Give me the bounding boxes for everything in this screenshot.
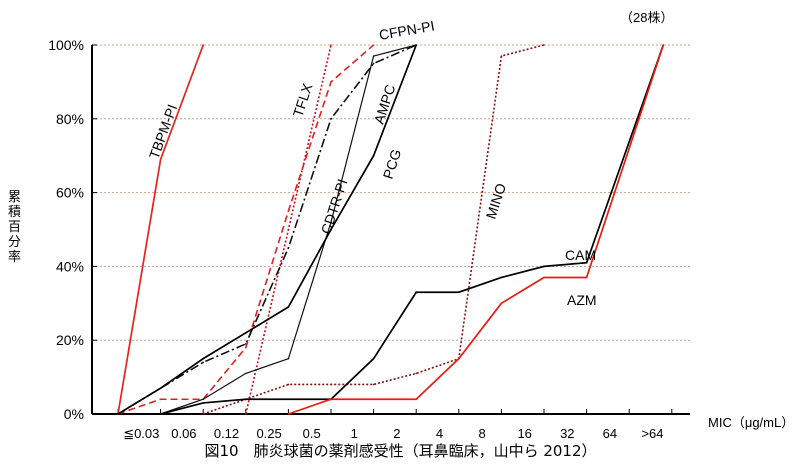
data-point-ampc — [245, 343, 247, 345]
data-point-cam — [458, 291, 460, 294]
series-label-cam: CAM — [565, 247, 596, 263]
data-point-pcg — [245, 332, 247, 334]
data-point-tflx — [245, 413, 247, 415]
data-point-pcg — [287, 306, 290, 308]
data-point-azm — [415, 398, 418, 401]
x-tick-label: ≦0.03 — [123, 426, 159, 441]
data-point-azm — [585, 276, 588, 279]
series-line-tbpm-pi — [117, 44, 204, 415]
x-tick-label: 8 — [478, 426, 485, 441]
data-point-azm — [662, 44, 665, 46]
data-point-cdtr-pi — [330, 221, 332, 223]
series-line-pcg — [117, 44, 417, 415]
data-point-cfpn-pi — [287, 210, 290, 212]
x-tick-label: >64 — [641, 426, 663, 441]
data-point-pcg — [117, 413, 119, 415]
series-line-cfpn-pi — [117, 44, 375, 415]
data-point-pcg — [372, 154, 375, 157]
data-point-pcg — [330, 228, 332, 231]
data-point-azm — [458, 357, 460, 360]
x-tick-label: 0.12 — [214, 426, 239, 441]
data-point-azm — [500, 302, 503, 305]
data-point-cam — [500, 276, 503, 279]
x-tick-label: 0.25 — [256, 426, 281, 441]
data-point-cam — [372, 357, 375, 360]
data-point-mino — [372, 383, 375, 386]
series-label-tflx: TFLX — [290, 81, 316, 119]
series-line-cam — [160, 44, 665, 415]
data-point-ampc — [372, 62, 375, 65]
x-tick-label: 0.5 — [303, 426, 321, 441]
series-label-pcg: PCG — [380, 147, 405, 181]
series-label-mino: MINO — [483, 181, 510, 221]
series-line-mino — [202, 44, 545, 415]
series-label-azm: AZM — [567, 292, 597, 308]
series-label-tbpm-pi: TBPM-PI — [146, 102, 180, 161]
data-point-mino — [500, 55, 503, 57]
figure-caption: 図10 肺炎球菌の薬剤感受性（耳鼻臨床，山中ら 2012） — [204, 442, 597, 460]
data-point-cfpn-pi — [245, 346, 247, 349]
y-tick-label: 20% — [56, 332, 84, 348]
y-tick-label: 80% — [56, 111, 84, 127]
y-axis-label: 累積百分率 — [8, 190, 22, 265]
data-point-cdtr-pi — [202, 398, 204, 401]
x-tick-label: 64 — [603, 426, 617, 441]
y-tick-label: 60% — [56, 185, 84, 201]
x-tick-label: 16 — [517, 426, 531, 441]
data-point-mino — [287, 383, 290, 386]
data-point-cdtr-pi — [287, 357, 290, 360]
data-point-pcg — [159, 387, 162, 389]
data-point-cdtr-pi — [372, 55, 375, 57]
x-tick-label: 32 — [560, 426, 574, 441]
data-point-cam — [585, 261, 588, 264]
data-point-cam — [543, 265, 545, 268]
data-point-cam — [287, 398, 290, 401]
data-point-azm — [330, 398, 332, 401]
data-point-cfpn-pi — [159, 398, 162, 401]
x-axis-label: MIC（μg/mL） — [708, 415, 794, 430]
data-point-mino — [543, 44, 545, 46]
data-point-tbpm-pi — [202, 44, 204, 46]
data-point-mino — [330, 383, 332, 386]
data-point-cfpn-pi — [372, 44, 375, 46]
data-point-pcg — [415, 44, 418, 46]
data-point-mino — [415, 372, 418, 375]
data-point-ampc — [330, 118, 332, 120]
data-point-azm — [287, 413, 290, 415]
data-point-cam — [415, 291, 418, 294]
data-point-cfpn-pi — [330, 81, 332, 83]
data-point-cdtr-pi — [245, 372, 247, 375]
data-point-azm — [372, 398, 375, 401]
data-point-pcg — [202, 357, 204, 360]
data-point-tflx — [287, 228, 290, 231]
x-tick-label: 0.06 — [171, 426, 196, 441]
data-point-tbpm-pi — [159, 158, 162, 161]
data-point-cam — [202, 402, 204, 404]
series-label-cfpn-pi: CFPN-PI — [378, 17, 436, 42]
x-tick-label: 2 — [393, 426, 400, 441]
data-point-ampc — [287, 247, 290, 249]
series-label-cdtr-pi: CDTR-PI — [318, 177, 351, 236]
y-tick-label: 0% — [64, 406, 84, 422]
data-point-cam — [245, 398, 247, 401]
y-tick-label: 100% — [48, 37, 84, 53]
y-tick-label: 40% — [56, 258, 84, 274]
sample-count-note: （28株） — [620, 10, 673, 25]
data-point-mino — [202, 413, 204, 415]
data-point-ampc — [202, 361, 204, 364]
x-tick-label: 1 — [351, 426, 358, 441]
x-tick-label: 4 — [436, 426, 443, 441]
data-point-tflx — [330, 44, 332, 46]
data-point-azm — [543, 276, 545, 279]
series-line-ampc — [117, 44, 417, 415]
data-point-cam — [159, 413, 162, 415]
